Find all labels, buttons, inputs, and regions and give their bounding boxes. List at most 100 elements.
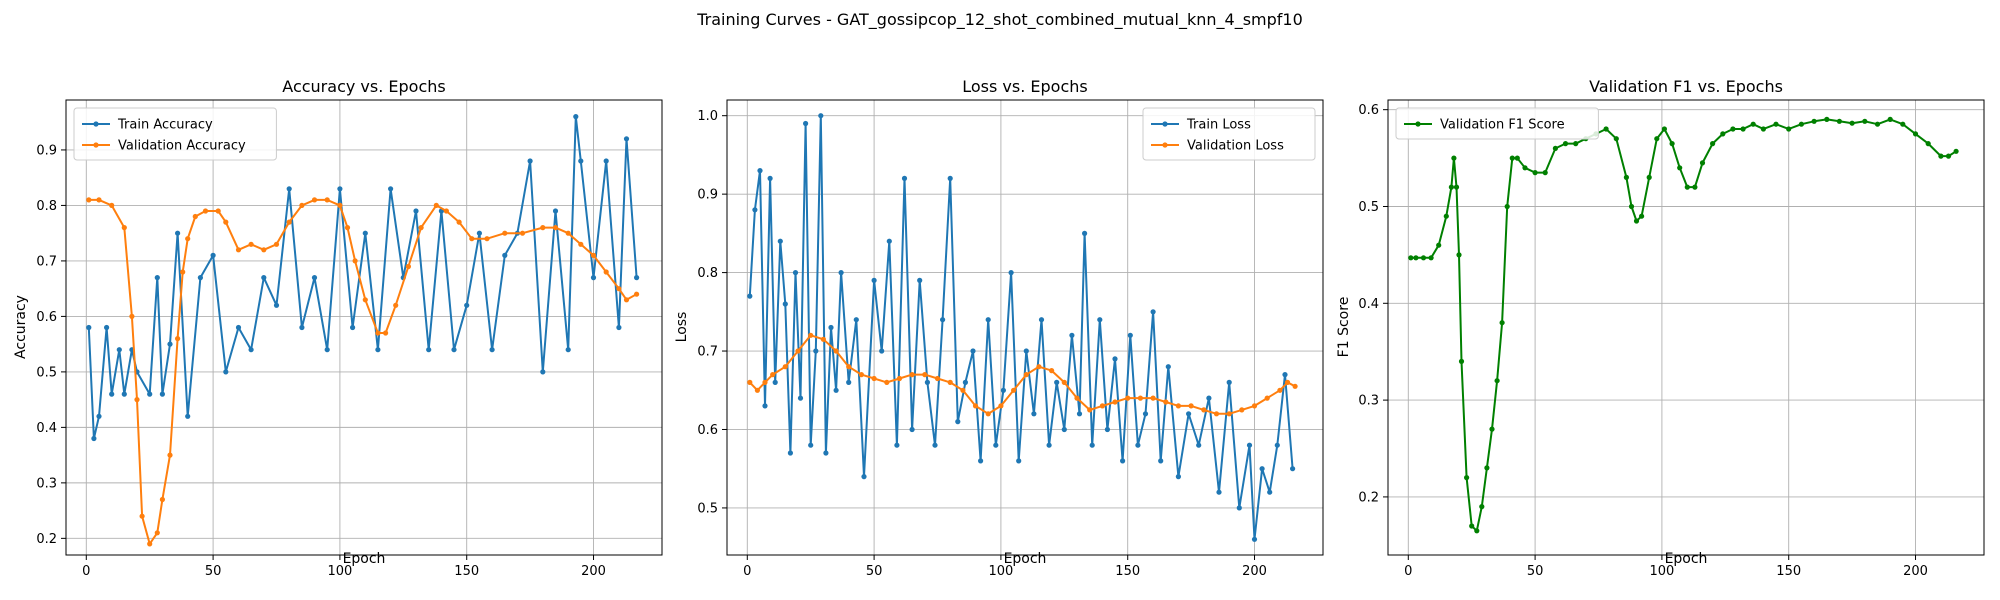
accuracy-series-line-0 (87, 115, 638, 440)
accuracy-data-point (286, 219, 292, 225)
loss-ytick-label: 0.9 (697, 188, 718, 203)
accuracy-xtick-label: 100 (327, 564, 352, 579)
accuracy-ytick-label: 0.6 (36, 310, 57, 325)
loss-data-point (998, 403, 1004, 409)
loss-data-point (1239, 407, 1245, 413)
loss-data-point (1246, 442, 1253, 448)
loss-data-point (1201, 407, 1207, 413)
accuracy-data-point (552, 208, 559, 214)
loss-chart-ylabel: Loss (674, 312, 690, 343)
loss-chart: Loss vs. Epochs Epoch Loss (674, 77, 1088, 567)
f1-data-point (1532, 170, 1538, 176)
f1-data-point (1720, 131, 1726, 137)
accuracy-ytick-label: 0.4 (36, 421, 57, 436)
f1-data-point (1887, 116, 1893, 122)
accuracy-data-point (603, 158, 609, 164)
accuracy-ytick-label: 0.8 (36, 199, 57, 214)
f1-data-point (1912, 131, 1919, 137)
loss-data-point (820, 336, 827, 342)
loss-data-point (917, 277, 923, 283)
loss-ytick-label: 0.8 (697, 266, 718, 281)
loss-data-point (993, 442, 999, 448)
loss-data-point (1011, 387, 1017, 393)
accuracy-data-point (623, 297, 630, 303)
loss-data-point (886, 238, 892, 244)
loss-xtick-label: 150 (1115, 564, 1140, 579)
accuracy-data-point (565, 230, 571, 236)
accuracy-chart-ylabel: Accuracy (13, 295, 29, 359)
loss-data-point (767, 175, 773, 181)
loss-data-point (1099, 403, 1105, 409)
accuracy-data-point (375, 330, 381, 336)
accuracy-data-point (502, 252, 508, 258)
f1-data-point (1953, 148, 1959, 154)
loss-data-point (795, 348, 801, 354)
accuracy-data-point (502, 230, 508, 236)
loss-data-point (1282, 372, 1288, 378)
loss-plot-area: 0 50 100 150 200 0.5 0.6 0.7 0.8 0.9 1.0 (697, 99, 1324, 579)
accuracy-data-point (350, 324, 356, 331)
f1-data-point (1639, 213, 1645, 219)
f1-data-point (1573, 141, 1579, 147)
loss-data-point (1274, 442, 1280, 448)
f1-data-point (1464, 475, 1470, 481)
loss-data-point (770, 372, 776, 378)
loss-data-point (853, 317, 859, 323)
loss-data-point (754, 387, 761, 393)
loss-data-point (960, 387, 966, 393)
accuracy-data-point (337, 202, 343, 208)
accuracy-data-point (185, 413, 191, 419)
loss-data-point (1112, 399, 1118, 405)
loss-data-point (1016, 458, 1022, 464)
f1-ytick-label: 0.4 (1358, 297, 1379, 312)
accuracy-data-point (456, 219, 462, 225)
accuracy-data-point (185, 236, 191, 242)
accuracy-data-point (154, 530, 160, 536)
loss-data-point (1074, 395, 1080, 401)
loss-data-point (1196, 442, 1202, 448)
accuracy-data-point (469, 236, 475, 242)
accuracy-legend-label: Validation Accuracy (118, 139, 246, 154)
accuracy-data-point (159, 391, 165, 397)
f1-data-point (1451, 155, 1457, 161)
accuracy-data-point (129, 313, 135, 319)
accuracy-data-point (261, 247, 267, 253)
accuracy-legend-box (73, 107, 277, 161)
f1-data-point (1494, 378, 1500, 384)
loss-data-point (782, 301, 788, 307)
accuracy-data-point (175, 336, 181, 342)
accuracy-legend-label: Train Accuracy (117, 118, 213, 133)
f1-ytick-label: 0.5 (1358, 200, 1379, 215)
loss-data-point (1226, 379, 1232, 385)
f1-data-point (1938, 153, 1944, 159)
accuracy-data-point (86, 197, 92, 203)
loss-data-point (932, 442, 938, 448)
loss-data-point (1023, 372, 1029, 378)
loss-data-point (1135, 442, 1141, 448)
f1-legend-box (1395, 107, 1599, 140)
loss-data-point (1120, 458, 1126, 464)
loss-data-point (1150, 395, 1156, 401)
accuracy-data-point (286, 186, 292, 192)
loss-data-point (762, 379, 768, 385)
loss-ytick-label: 0.6 (697, 423, 718, 438)
accuracy-data-point (96, 197, 102, 203)
f1-data-point (1484, 465, 1490, 471)
f1-data-point (1654, 136, 1660, 142)
loss-data-point (901, 175, 908, 181)
f1-series-line-0 (1410, 118, 1957, 532)
accuracy-data-point (344, 225, 351, 231)
accuracy-data-point (223, 219, 229, 225)
loss-data-point (884, 379, 890, 385)
accuracy-data-point (426, 347, 432, 353)
accuracy-data-point (337, 186, 343, 192)
loss-data-point (833, 348, 839, 354)
loss-series-line-0 (748, 114, 1294, 541)
f1-data-point (1646, 174, 1652, 180)
loss-data-point (1142, 411, 1149, 417)
accuracy-data-point (86, 324, 92, 331)
loss-data-point (970, 348, 976, 354)
accuracy-data-point (519, 230, 526, 236)
accuracy-data-point (147, 391, 153, 397)
